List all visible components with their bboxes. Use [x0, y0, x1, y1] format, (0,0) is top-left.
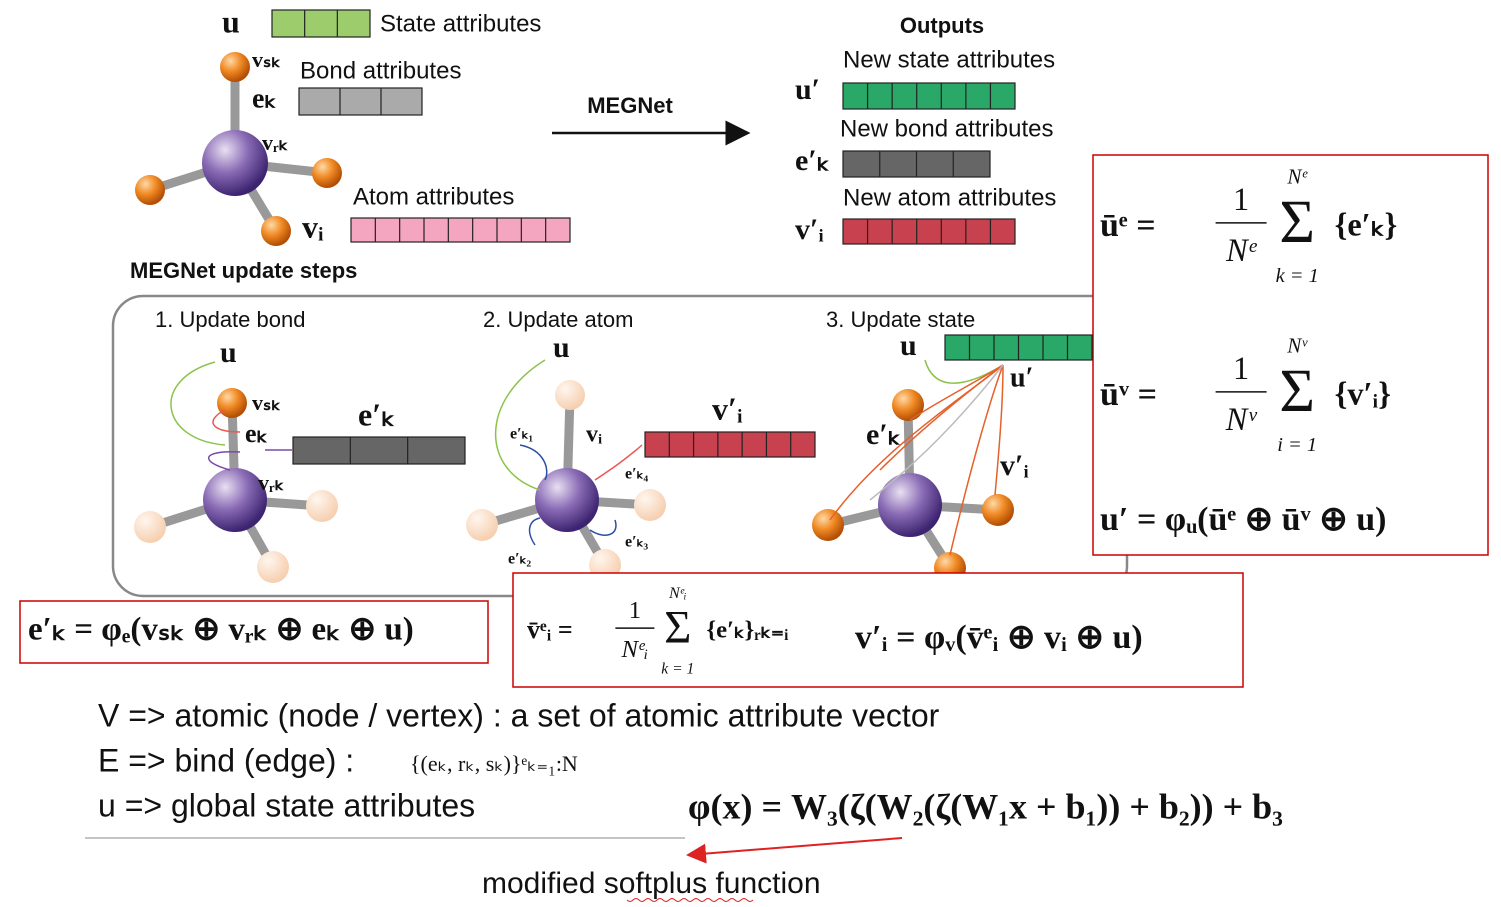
- symbol: vᵢ: [302, 208, 324, 244]
- bar: [298, 87, 423, 116]
- note: modified softplus function: [482, 867, 821, 900]
- formula: ūᵛ =: [1100, 376, 1157, 413]
- label: 2. Update atom: [483, 307, 633, 332]
- formula: 1: [1233, 181, 1249, 217]
- symbol: e′ₖ₂: [508, 551, 531, 568]
- formula: Σ: [1279, 357, 1315, 425]
- label: MEGNet update steps: [130, 258, 357, 283]
- formula: {e′ₖ}: [1335, 206, 1398, 242]
- symbol: e′ₖ₄: [625, 466, 648, 483]
- formula: {v′ᵢ}: [1335, 375, 1391, 411]
- formula: 1: [629, 597, 641, 624]
- formula: e′ₖ = φₑ(vₛₖ ⊕ vᵣₖ ⊕ eₖ ⊕ u): [28, 612, 414, 648]
- symbol: e′ₖ₁: [510, 426, 533, 443]
- bar: [842, 218, 1016, 245]
- symbol: e′ₖ₃: [625, 534, 648, 551]
- symbol: vᵣₖ: [258, 470, 285, 495]
- formula: i = 1: [1277, 434, 1317, 456]
- label: MEGNet: [587, 93, 673, 118]
- symbol: vₛₖ: [252, 390, 281, 415]
- formula: φ(x) = W₃(ζ(W₂(ζ(W₁x + b₁)) + b₂)) + b₃: [688, 786, 1283, 826]
- arrows: [170, 120, 1004, 864]
- symbol: vᵣₖ: [262, 130, 289, 155]
- formula: Nᵉᵢ: [668, 585, 687, 602]
- formula: Nᵉᵢ: [620, 636, 648, 663]
- formula: 1: [1233, 350, 1249, 386]
- label: Outputs: [900, 13, 984, 38]
- atoms: [134, 52, 1014, 584]
- symbol: u: [553, 331, 570, 364]
- label: 3. Update state: [826, 307, 975, 332]
- symbol: u′: [1010, 362, 1033, 393]
- formula: {(eₖ, rₖ, sₖ)}ᵉₖ₌₁:N: [410, 751, 578, 776]
- formula: v̄ᵉᵢ =: [527, 615, 573, 644]
- symbol: e′ₖ: [795, 144, 830, 177]
- formula: Nᵛ: [1225, 401, 1258, 437]
- formula: k = 1: [1276, 265, 1319, 287]
- symbol: u: [900, 329, 917, 362]
- note: u => global state attributes: [98, 787, 475, 823]
- formula: ūᵉ =: [1100, 207, 1156, 244]
- label: 1. Update bond: [155, 307, 305, 332]
- symbol: u′: [795, 73, 820, 106]
- formula: u′ = φᵤ(ūᵉ ⊕ ūᵛ ⊕ u): [1100, 501, 1386, 538]
- bar: [271, 9, 371, 38]
- note: E => bind (edge) :: [98, 742, 354, 778]
- label: Bond attributes: [300, 57, 461, 84]
- label: State attributes: [380, 10, 541, 37]
- boxes: [19, 154, 1489, 902]
- formula: Σ: [664, 602, 691, 654]
- bar: [350, 217, 571, 243]
- symbol: u: [222, 3, 240, 39]
- symbol: u: [220, 336, 237, 369]
- formula: v′ᵢ = φᵥ(v̄ᵉᵢ ⊕ vᵢ ⊕ u): [855, 619, 1143, 656]
- label: New state attributes: [843, 46, 1055, 73]
- symbol: e′ₖ: [866, 418, 901, 451]
- texts: u State attributes vₛₖ Bond attributes eₖ vᵣₖ…: [28, 3, 1397, 900]
- label: Atom attributes: [353, 183, 514, 210]
- symbol: v′ᵢ: [712, 390, 743, 426]
- symbol: v′ᵢ: [1000, 449, 1029, 482]
- formula: Σ: [1279, 188, 1315, 256]
- bar: [644, 431, 816, 458]
- note: V => atomic (node / vertex) : a set of a…: [98, 697, 940, 733]
- symbol: vₛₖ: [252, 47, 281, 72]
- symbol: e′ₖ: [358, 396, 395, 432]
- bar: [292, 436, 466, 465]
- symbol: v′ᵢ: [795, 213, 824, 246]
- formula: {e′ₖ}ᵣₖ₌ᵢ: [706, 617, 788, 644]
- attribute-bars: [271, 9, 1093, 465]
- symbol: eₖ: [245, 419, 268, 448]
- formula: Nᵉ: [1225, 232, 1258, 268]
- bar: [842, 82, 1016, 110]
- symbol: eₖ: [252, 83, 276, 114]
- symbol: vᵢ: [586, 422, 602, 448]
- formula: k = 1: [661, 660, 694, 677]
- label: New bond attributes: [840, 115, 1053, 142]
- label: New atom attributes: [843, 184, 1056, 211]
- formula: Nᵉ: [1286, 165, 1308, 189]
- formula: Nᵛ: [1286, 334, 1308, 358]
